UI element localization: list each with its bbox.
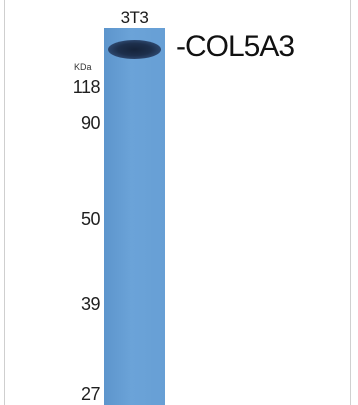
unit-label: KDa (74, 62, 92, 72)
protein-label: -COL5A3 (176, 30, 295, 63)
protein-band (108, 40, 161, 59)
marker-39: 39 (80, 294, 101, 314)
marker-118: 118 (72, 77, 101, 97)
blot-lane (104, 28, 165, 405)
lane-label: 3T3 (120, 8, 149, 27)
marker-27: 27 (80, 384, 101, 404)
frame-left-border (4, 0, 5, 405)
frame-right-border (350, 0, 351, 405)
marker-90: 90 (80, 113, 101, 133)
marker-50: 50 (80, 209, 101, 229)
